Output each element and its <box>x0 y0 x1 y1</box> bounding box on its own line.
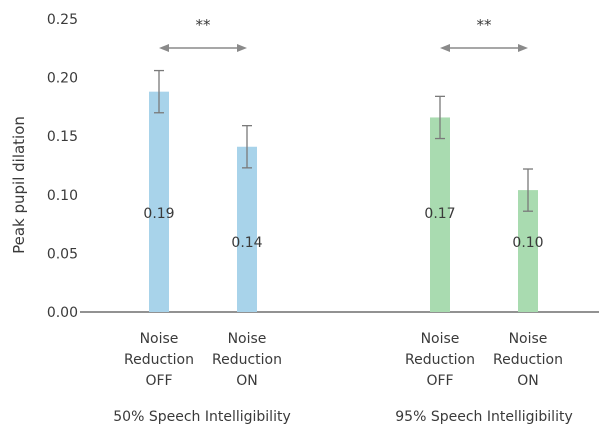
significance-layer: ** ** <box>159 16 528 52</box>
y-tick-label: 0.15 <box>47 129 78 145</box>
x-tick-label: Noise <box>509 331 548 347</box>
bars-layer <box>149 91 538 312</box>
arrow-head-right <box>237 44 247 52</box>
significance-label: ** <box>477 16 493 34</box>
x-tick-label: OFF <box>145 373 172 389</box>
x-tick-label: Noise <box>140 331 179 347</box>
data-label: 0.14 <box>231 235 262 251</box>
data-label: 0.10 <box>512 235 543 251</box>
y-tick-label: 0.10 <box>47 188 78 204</box>
data-label: 0.19 <box>143 206 174 222</box>
y-tick-label: 0.00 <box>47 305 78 321</box>
x-tick-label: ON <box>236 373 258 389</box>
x-tick-label: OFF <box>426 373 453 389</box>
x-tick-label: Reduction <box>493 352 563 368</box>
data-label: 0.17 <box>424 206 455 222</box>
x-tick-label: Noise <box>421 331 460 347</box>
group-label: 50% Speech Intelligibility <box>113 409 290 425</box>
arrow-head-left <box>159 44 169 52</box>
bar <box>518 190 538 312</box>
x-tick-label: Reduction <box>124 352 194 368</box>
arrow-head-right <box>518 44 528 52</box>
x-tick-label: ON <box>517 373 539 389</box>
group-label: 95% Speech Intelligibility <box>395 409 572 425</box>
y-tick-label: 0.05 <box>47 246 78 262</box>
error-bars-layer <box>154 69 533 212</box>
value-labels-layer: 0.19 0.14 0.17 0.10 <box>143 206 543 251</box>
y-tick-label: 0.20 <box>47 71 78 87</box>
bar <box>149 91 169 312</box>
x-tick-label: Noise <box>228 331 267 347</box>
bar <box>237 146 257 312</box>
x-tick-label: Reduction <box>405 352 475 368</box>
y-tick-label: 0.25 <box>47 12 78 28</box>
arrow-head-left <box>440 44 450 52</box>
significance-label: ** <box>196 16 212 34</box>
y-axis-label: Peak pupil dilation <box>10 116 28 254</box>
y-axis: 0.00 0.05 0.10 0.15 0.20 0.25 <box>47 12 599 321</box>
bar <box>430 117 450 312</box>
x-tick-label: Reduction <box>212 352 282 368</box>
x-labels-layer: Noise Reduction OFF Noise Reduction ON 50% Spe… <box>113 331 572 425</box>
